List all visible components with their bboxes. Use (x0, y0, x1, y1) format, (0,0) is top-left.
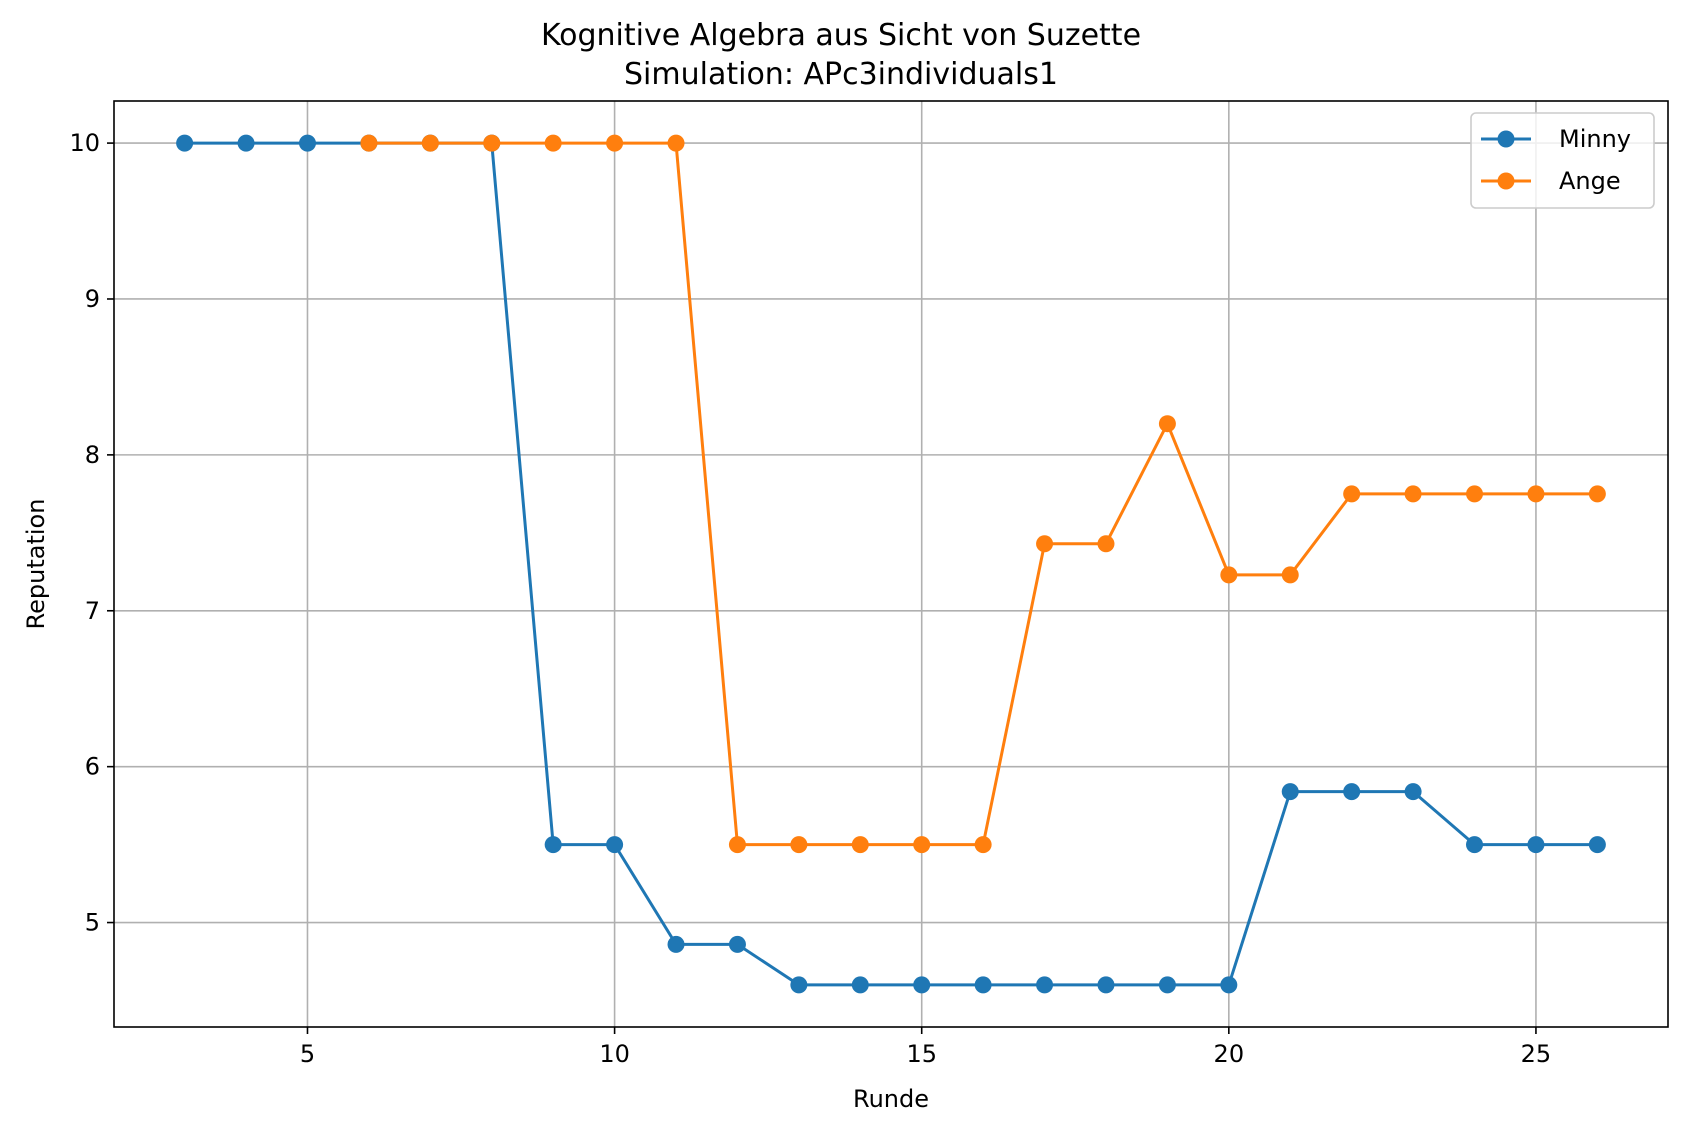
data-point-ange (1404, 485, 1422, 503)
y-tick-label: 6 (85, 753, 100, 781)
data-point-ange (1343, 485, 1361, 503)
legend: Minny Ange (1470, 112, 1655, 209)
chart-subtitle: Simulation: APc3individuals1 (624, 57, 1058, 92)
x-axis-label: Runde (853, 1085, 929, 1113)
data-point-minny (728, 935, 746, 953)
data-point-minny (1097, 976, 1115, 994)
y-tick-label: 7 (85, 597, 100, 625)
data-point-minny (1036, 976, 1054, 994)
data-point-minny (1527, 836, 1545, 854)
data-point-minny (1220, 976, 1238, 994)
data-point-minny (1281, 783, 1299, 801)
data-point-minny (851, 976, 869, 994)
data-point-ange (913, 836, 931, 854)
legend-marker-ange (1497, 172, 1515, 190)
data-point-ange (667, 134, 685, 152)
legend-box (1470, 112, 1655, 209)
x-tick-label: 5 (300, 1040, 315, 1068)
data-point-ange (1281, 566, 1299, 584)
plot-series (176, 134, 1606, 994)
data-point-minny (1158, 976, 1176, 994)
chart-title: Kognitive Algebra aus Sicht von Suzette (541, 18, 1141, 53)
data-point-ange (421, 134, 439, 152)
series-ange (360, 134, 1606, 854)
y-tick-label: 10 (69, 129, 100, 157)
data-point-minny (606, 836, 624, 854)
data-point-minny (544, 836, 562, 854)
y-tick-label: 8 (85, 441, 100, 469)
data-point-ange (728, 836, 746, 854)
data-point-ange (1527, 485, 1545, 503)
data-point-ange (1588, 485, 1606, 503)
axis-ticks: 5 10 15 20 25 5 6 7 8 9 10 (69, 129, 1551, 1068)
data-point-minny (1404, 783, 1422, 801)
data-point-ange (360, 134, 378, 152)
data-point-minny (974, 976, 992, 994)
data-point-minny (176, 134, 194, 152)
data-point-minny (1343, 783, 1361, 801)
data-point-ange (544, 134, 562, 152)
x-tick-label: 15 (906, 1040, 937, 1068)
x-tick-label: 25 (1521, 1040, 1552, 1068)
data-point-minny (1466, 836, 1484, 854)
data-point-ange (851, 836, 869, 854)
x-tick-label: 10 (599, 1040, 630, 1068)
y-tick-label: 5 (85, 909, 100, 937)
data-point-ange (606, 134, 624, 152)
data-point-ange (1158, 415, 1176, 433)
data-point-minny (298, 134, 316, 152)
data-point-ange (1036, 535, 1054, 553)
data-point-minny (1588, 836, 1606, 854)
data-point-ange (1097, 535, 1115, 553)
x-tick-label: 20 (1214, 1040, 1245, 1068)
data-point-minny (667, 935, 685, 953)
y-axis-label: Reputation (22, 499, 50, 630)
data-point-minny (790, 976, 808, 994)
data-point-ange (1466, 485, 1484, 503)
data-point-minny (913, 976, 931, 994)
data-point-ange (1220, 566, 1238, 584)
legend-label-minny: Minny (1559, 125, 1631, 153)
data-point-minny (237, 134, 255, 152)
data-point-ange (483, 134, 501, 152)
data-point-ange (974, 836, 992, 854)
data-point-ange (790, 836, 808, 854)
y-tick-label: 9 (85, 285, 100, 313)
plot-frame (113, 100, 1669, 1028)
legend-label-ange: Ange (1559, 167, 1621, 195)
legend-marker-minny (1497, 130, 1515, 148)
